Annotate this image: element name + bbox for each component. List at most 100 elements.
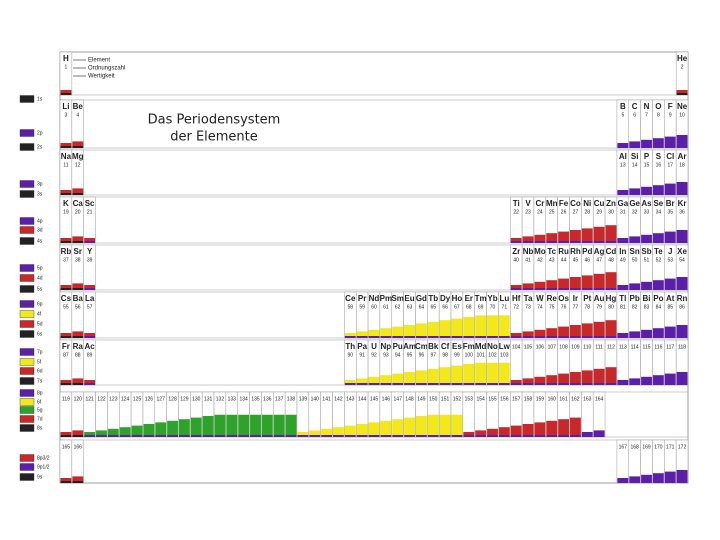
orbital-base (629, 146, 641, 148)
element-symbol: Ru (558, 247, 569, 256)
orbital-label: 5d (37, 321, 43, 327)
orbital-bar (498, 362, 510, 383)
orbital-bar (558, 231, 570, 241)
atomic-number: 161 (559, 396, 568, 402)
orbital-bar (546, 328, 558, 336)
orbital-bar (605, 272, 617, 288)
element-symbol: As (641, 199, 652, 208)
orbital-bar (629, 141, 641, 146)
element-symbol: At (666, 294, 675, 303)
orbital-base (463, 336, 475, 338)
orbital-base (676, 481, 688, 483)
element-symbol: Gd (416, 294, 427, 303)
orbital-base (463, 383, 475, 385)
orbital-base (178, 435, 190, 437)
orbital-label: 8p (37, 390, 43, 396)
element-symbol: Nd (369, 294, 380, 303)
orbital-bar (380, 328, 392, 336)
orbital-bar (641, 186, 652, 193)
orbital-base (107, 435, 119, 437)
atomic-number: 124 (121, 396, 130, 402)
orbital-label: 5g (37, 407, 43, 413)
atomic-number: 144 (358, 396, 367, 402)
orbital-base (487, 435, 498, 437)
atomic-number: 14 (632, 162, 638, 168)
orbital-bar (581, 323, 593, 336)
orbital-base (273, 435, 285, 437)
atomic-number: 107 (548, 344, 557, 350)
element-symbol: Md (475, 342, 487, 351)
atomic-number: 82 (632, 304, 638, 310)
orbital-bar (238, 414, 250, 435)
atomic-number: 57 (87, 304, 93, 310)
atomic-number: 121 (85, 396, 94, 402)
orbital-bar (510, 333, 522, 336)
orbital-bar (72, 283, 84, 288)
element-symbol: Dy (440, 294, 451, 303)
element-symbol: W (536, 294, 544, 303)
orbital-base (581, 288, 593, 290)
orbital-bar (250, 414, 261, 435)
atomic-number: 168 (631, 444, 640, 450)
atomic-number: 10 (679, 112, 685, 118)
orbital-swatch (19, 264, 35, 272)
orbital-bar (167, 420, 178, 435)
atomic-number: 160 (548, 396, 557, 402)
orbital-bar (107, 428, 119, 435)
element-symbol: Sb (641, 247, 651, 256)
atomic-number: 72 (513, 304, 519, 310)
element-symbol: Ac (85, 342, 96, 351)
orbital-bar (84, 333, 96, 336)
element-symbol: Zn (606, 199, 616, 208)
orbital-base (593, 435, 605, 437)
orbital-bar (570, 277, 581, 288)
orbital-base (84, 383, 96, 385)
orbital-bar (380, 375, 392, 383)
atomic-number: 63 (407, 304, 413, 310)
atomic-number: 29 (596, 209, 602, 215)
orbital-base (570, 383, 581, 385)
orbital-bar (487, 428, 498, 435)
orbital-base (510, 288, 522, 290)
atomic-number: 3 (65, 112, 68, 118)
orbital-bar (356, 378, 368, 383)
orbital-base (617, 481, 629, 483)
orbital-base (652, 146, 664, 148)
atomic-number: 47 (596, 257, 602, 263)
orbital-base (605, 241, 617, 243)
orbital-bar (72, 236, 84, 241)
atomic-number: 81 (620, 304, 626, 310)
orbital-bar (629, 188, 641, 193)
orbital-label: 4d (37, 275, 43, 281)
orbital-bar (641, 234, 652, 241)
element-symbol: Ba (73, 294, 84, 303)
orbital-base (344, 336, 356, 338)
orbital-bar (558, 373, 570, 383)
atomic-number: 71 (502, 304, 508, 310)
orbital-base (344, 383, 356, 385)
element-symbol: Sm (391, 294, 403, 303)
element-symbol: H (63, 54, 69, 63)
element-symbol: Tb (428, 294, 438, 303)
orbital-base (605, 383, 617, 385)
orbital-bar (356, 424, 368, 435)
atomic-number: 42 (537, 257, 543, 263)
orbital-bar (652, 375, 664, 383)
element-symbol: Cl (666, 152, 674, 161)
orbital-base (676, 288, 688, 290)
orbital-base (487, 336, 498, 338)
orbital-bar (404, 372, 415, 383)
atomic-number: 80 (608, 304, 614, 310)
orbital-bar (415, 323, 427, 336)
element-symbol: Ir (573, 294, 578, 303)
orbital-base (581, 435, 593, 437)
orbital-base (131, 435, 143, 437)
atomic-number: 129 (180, 396, 189, 402)
orbital-base (546, 435, 558, 437)
orbital-base (558, 435, 570, 437)
atomic-number: 49 (620, 257, 626, 263)
atomic-number: 111 (595, 344, 603, 350)
element-symbol: Fr (62, 342, 70, 351)
orbital-bar (676, 277, 688, 288)
atomic-number: 19 (63, 209, 69, 215)
